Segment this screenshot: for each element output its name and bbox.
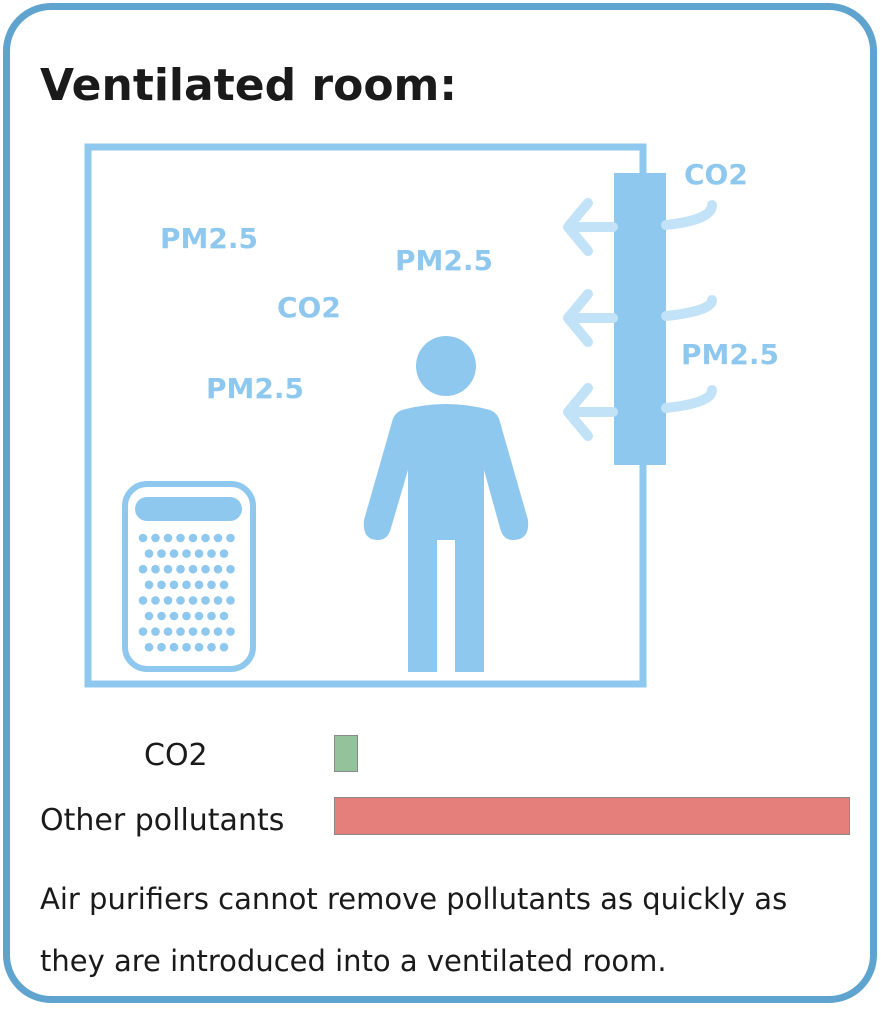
- purifier-grille-dot: [219, 611, 229, 621]
- air-purifier-icon: [122, 481, 256, 672]
- purifier-grille-dot: [207, 642, 216, 652]
- purifier-grille-dot: [176, 596, 185, 605]
- purifier-grille-dot: [151, 564, 160, 574]
- page-title: Ventilated room:: [40, 60, 457, 111]
- purifier-grille-dot: [157, 549, 166, 558]
- pm25-label: PM2.5: [206, 372, 304, 405]
- arrow-left-icon: [563, 198, 717, 256]
- purifier-grille-dot: [188, 627, 198, 636]
- purifier-grille-dot: [182, 642, 191, 652]
- pm25-label: PM2.5: [160, 222, 258, 255]
- purifier-grille-dot: [213, 533, 223, 543]
- purifier-grille-dot: [201, 564, 210, 574]
- purifier-grille-dot: [169, 642, 179, 652]
- purifier-grille-dot: [163, 627, 173, 636]
- purifier-grille-dot: [207, 549, 216, 558]
- purifier-grille-dot: [169, 549, 179, 558]
- co2-legend-label: CO2: [144, 738, 208, 773]
- purifier-grille-dot: [151, 533, 160, 543]
- purifier-grille-dot: [201, 596, 210, 605]
- pm25-label: PM2.5: [395, 244, 493, 277]
- caption-text: Air purifiers cannot remove pollutants a…: [40, 882, 788, 978]
- window-vent-icon: [614, 173, 666, 465]
- purifier-grille-dot: [138, 596, 148, 605]
- purifier-grille-dot: [138, 564, 148, 574]
- pm25-outside-label: PM2.5: [681, 338, 779, 371]
- purifier-grille-dot: [226, 564, 235, 574]
- purifier-grille-dot: [226, 533, 235, 543]
- purifier-grille-dot: [157, 611, 166, 621]
- purifier-grille-dot: [182, 611, 191, 621]
- purifier-grille-dot: [169, 580, 179, 590]
- co2-label: CO2: [277, 291, 341, 324]
- purifier-grille-dot: [219, 580, 229, 590]
- purifier-grille-dot: [157, 642, 166, 652]
- purifier-grille-dot: [157, 580, 166, 590]
- purifier-grille-dot: [188, 596, 198, 605]
- purifier-grille-dot: [163, 533, 173, 543]
- purifier-grille-dot: [194, 580, 204, 590]
- purifier-grille-dot: [151, 596, 160, 605]
- purifier-grille-dot: [176, 564, 185, 574]
- purifier-grille-dot: [176, 627, 185, 636]
- arrow-left-icon: [563, 383, 717, 441]
- purifier-grille-dot: [201, 533, 210, 543]
- purifier-grille-dot: [194, 642, 204, 652]
- purifier-grille-dot: [219, 642, 229, 652]
- purifier-grille-dot: [194, 611, 204, 621]
- co2-outside-label: CO2: [684, 158, 748, 191]
- purifier-grille-dot: [144, 642, 154, 652]
- arrow-left-icon: [563, 289, 717, 347]
- purifier-grille-dot: [144, 611, 154, 621]
- purifier-grille-dot: [151, 627, 160, 636]
- purifier-grille-dot: [213, 596, 223, 605]
- purifier-grille-dot: [182, 549, 191, 558]
- purifier-grille-dot: [226, 596, 235, 605]
- purifier-grille-dot: [138, 627, 148, 636]
- purifier-grille-dot: [213, 564, 223, 574]
- purifier-grille-dot: [163, 596, 173, 605]
- purifier-grille-dot: [188, 564, 198, 574]
- purifier-grille-dot: [219, 549, 229, 558]
- purifier-grille-dot: [207, 580, 216, 590]
- person-icon: [363, 336, 529, 672]
- other-pollutants-level-bar: [334, 797, 850, 835]
- purifier-grille-dot: [188, 533, 198, 543]
- purifier-grille-dot: [213, 627, 223, 636]
- purifier-grille-dot: [182, 580, 191, 590]
- purifier-grille-dot: [163, 564, 173, 574]
- purifier-grille-dot: [169, 611, 179, 621]
- purifier-grille-dot: [176, 533, 185, 543]
- purifier-grille-dot: [226, 627, 235, 636]
- purifier-grille-dot: [138, 533, 148, 543]
- purifier-grille-dot: [144, 549, 154, 558]
- co2-level-bar: [334, 735, 358, 772]
- purifier-grille-dot: [144, 580, 154, 590]
- purifier-grille-dot: [207, 611, 216, 621]
- purifier-grille-dot: [201, 627, 210, 636]
- purifier-grille-dot: [194, 549, 204, 558]
- other-pollutants-label: Other pollutants: [40, 803, 285, 838]
